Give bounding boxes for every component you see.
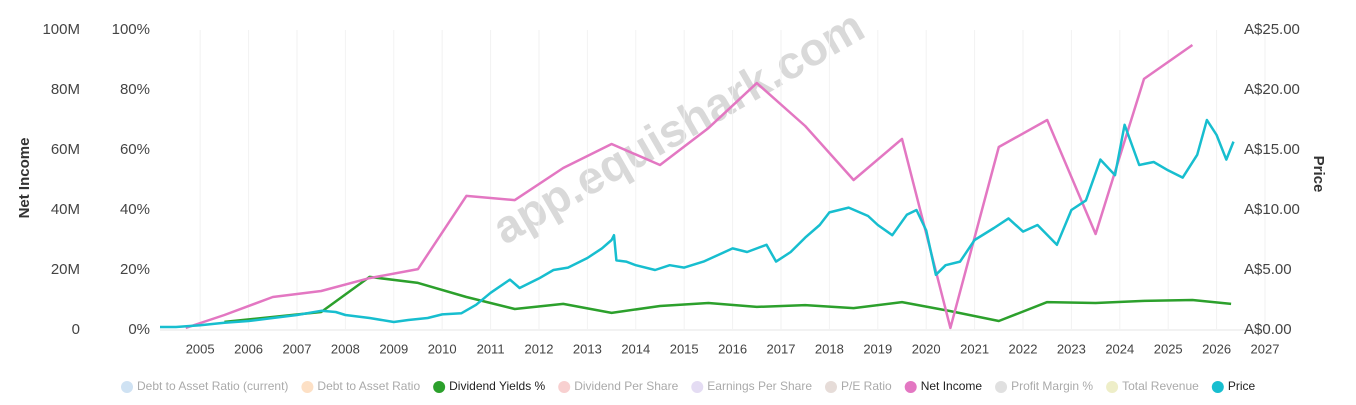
legend-label[interactable]: P/E Ratio — [841, 379, 892, 393]
y2-tick-label: 40% — [120, 201, 150, 218]
legend-marker[interactable] — [1106, 381, 1119, 393]
x-tick-label: 2007 — [283, 341, 312, 356]
y2-tick-label: 0% — [128, 321, 150, 338]
legend-label[interactable]: Debt to Asset Ratio (current) — [137, 379, 288, 393]
y3-tick-label: A$10.00 — [1244, 201, 1300, 218]
series-line — [160, 118, 1235, 329]
y-tick-label: 100M — [42, 21, 80, 38]
x-tick-label: 2015 — [670, 341, 699, 356]
x-tick-label: 2009 — [379, 341, 408, 356]
y3-tick-label: A$5.00 — [1244, 261, 1292, 278]
x-tick-label: 2017 — [767, 341, 796, 356]
x-tick-label: 2027 — [1251, 341, 1280, 356]
x-tick-label: 2018 — [815, 341, 844, 356]
legend-label[interactable]: Profit Margin % — [1011, 379, 1093, 393]
legend-label[interactable]: Debt to Asset Ratio — [317, 379, 420, 393]
legend-marker[interactable] — [301, 381, 314, 393]
x-tick-label: 2024 — [1105, 341, 1134, 356]
y3-axis-title: Price — [1310, 156, 1327, 193]
x-tick-label: 2023 — [1057, 341, 1086, 356]
legend-marker[interactable] — [825, 381, 837, 393]
y-tick-label: 20M — [51, 261, 80, 278]
watermark: app.equishark.com — [484, 0, 873, 254]
x-tick-label: 2022 — [1009, 341, 1038, 356]
legend-marker[interactable] — [558, 381, 571, 393]
x-tick-label: 2008 — [331, 341, 360, 356]
legend-label[interactable]: Total Revenue — [1122, 379, 1199, 393]
legend-label[interactable]: Dividend Yields % — [449, 379, 545, 393]
y2-tick-label: 80% — [120, 81, 150, 98]
legend-marker[interactable] — [691, 381, 704, 393]
x-tick-label: 2005 — [186, 341, 215, 356]
y2-tick-label: 100% — [112, 21, 150, 38]
legend-label[interactable]: Net Income — [921, 379, 983, 393]
series-line — [224, 275, 1232, 324]
y3-tick-label: A$0.00 — [1244, 321, 1292, 338]
legend-label[interactable]: Dividend Per Share — [574, 379, 678, 393]
x-tick-label: 2025 — [1154, 341, 1183, 356]
y3-tick-label: A$15.00 — [1244, 141, 1300, 158]
y-tick-label: 60M — [51, 141, 80, 158]
x-tick-label: 2012 — [525, 341, 554, 356]
legend-label[interactable]: Price — [1228, 379, 1256, 393]
legend-marker[interactable] — [904, 381, 917, 393]
y-tick-label: 80M — [51, 81, 80, 98]
legend-marker[interactable] — [433, 381, 446, 393]
y3-tick-label: A$20.00 — [1244, 81, 1300, 98]
x-tick-label: 2026 — [1202, 341, 1231, 356]
y3-tick-label: A$25.00 — [1244, 21, 1300, 38]
x-tick-label: 2021 — [960, 341, 989, 356]
x-tick-label: 2020 — [912, 341, 941, 356]
x-tick-label: 2011 — [477, 341, 505, 356]
x-tick-label: 2006 — [234, 341, 263, 356]
legend-marker[interactable] — [995, 381, 1008, 393]
y2-tick-label: 20% — [120, 261, 150, 278]
x-tick-label: 2019 — [863, 341, 892, 356]
legend-marker[interactable] — [121, 381, 133, 393]
x-tick-label: 2014 — [621, 341, 650, 356]
y-tick-label: 0 — [72, 321, 80, 338]
legend-label[interactable]: Earnings Per Share — [707, 379, 812, 393]
x-tick-label: 2016 — [718, 341, 747, 356]
y-axis-title: Net Income — [16, 138, 33, 219]
x-tick-label: 2010 — [428, 341, 457, 356]
x-tick-label: 2013 — [573, 341, 602, 356]
y-tick-label: 40M — [51, 201, 80, 218]
legend-marker[interactable] — [1211, 381, 1224, 393]
series-line — [185, 43, 1194, 330]
y2-tick-label: 60% — [120, 141, 150, 158]
